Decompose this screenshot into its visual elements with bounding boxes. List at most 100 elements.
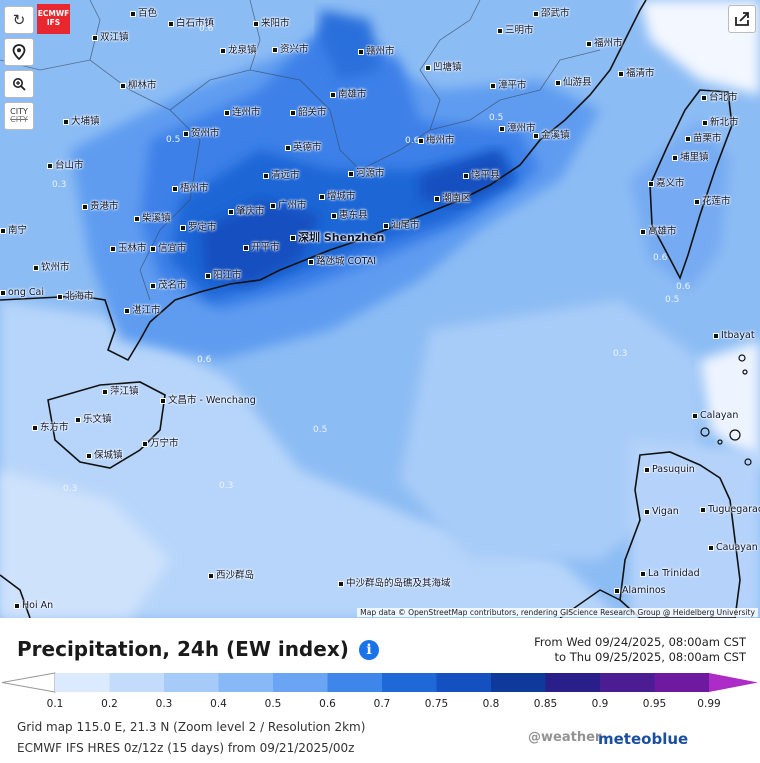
- share-button[interactable]: [728, 5, 756, 33]
- place-name: 深圳 Shenzhen: [298, 231, 385, 244]
- place-label: 梧州市: [172, 183, 209, 194]
- city-toggle-button[interactable]: CITY CITY: [4, 102, 34, 130]
- place-label: 花莲市: [694, 196, 731, 207]
- place-name: 赣州市: [366, 46, 395, 57]
- place-name: 玉林市: [118, 243, 147, 254]
- place-label: 柳林市: [120, 80, 157, 91]
- city-marker-icon: [75, 416, 81, 423]
- place-label: 西沙群岛: [208, 570, 254, 581]
- place-name: 贺州市: [191, 128, 220, 139]
- model-badge[interactable]: ECMWF IFS: [37, 4, 70, 34]
- place-label: 梅州市: [418, 135, 455, 146]
- place-name: 漳州市: [507, 123, 536, 134]
- city-marker-icon: [672, 154, 678, 161]
- place-name: 南雄市: [338, 89, 367, 100]
- contour-label: 0.5: [166, 135, 181, 145]
- city-marker-icon: [183, 130, 189, 137]
- city-marker-icon: [33, 264, 39, 271]
- place-label: 百色: [130, 8, 157, 19]
- place-name: 清远市: [271, 170, 300, 181]
- model-badge-label: ECMWF IFS: [37, 9, 70, 27]
- city-marker-icon: [92, 34, 98, 41]
- place-label: Tuguegarao: [700, 504, 760, 515]
- city-marker-icon: [130, 10, 136, 17]
- place-name: 龙泉镇: [228, 45, 257, 56]
- place-name: 阳江市: [213, 270, 242, 281]
- city-marker-icon: [640, 228, 646, 235]
- map-attribution[interactable]: Map data © OpenStreetMap contributors, r…: [357, 608, 758, 617]
- place-label: Alaminos: [614, 585, 666, 596]
- city-marker-icon: [63, 118, 69, 125]
- place-name: 增城市: [327, 191, 356, 202]
- place-label: 信宜市: [150, 243, 187, 254]
- city-marker-icon: [290, 235, 296, 241]
- place-name: Hoi An: [22, 600, 54, 611]
- place-label: 路氹城 COTAI: [308, 256, 376, 267]
- legend-swatch: [327, 673, 383, 692]
- legend-tick-label: 0.8: [482, 698, 500, 710]
- place-name: 汕尾市: [391, 220, 420, 231]
- place-name: 三明市: [505, 25, 534, 36]
- refresh-button[interactable]: ↻: [4, 6, 34, 34]
- place-label: 湛江市: [124, 305, 161, 316]
- place-label: 大埔镇: [63, 116, 100, 127]
- contour-label: 0.6: [405, 136, 420, 146]
- city-marker-icon: [497, 27, 503, 34]
- city-marker-icon: [0, 227, 6, 234]
- city-marker-icon: [555, 79, 561, 86]
- place-name: 高雄市: [648, 226, 677, 237]
- place-name: 百色: [138, 8, 158, 19]
- place-label: 南雄市: [330, 89, 367, 100]
- city-marker-icon: [32, 424, 38, 431]
- place-name: 花莲市: [702, 196, 731, 207]
- place-name: 福州市: [594, 38, 623, 49]
- place-name: 广州市: [278, 200, 307, 211]
- place-name: 苗栗市: [693, 133, 722, 144]
- precipitation-layer: [0, 0, 760, 618]
- city-marker-icon: [82, 203, 88, 210]
- place-label: 保城镇: [86, 450, 123, 461]
- place-name: 保城镇: [94, 450, 123, 461]
- share-icon: [735, 12, 749, 26]
- place-label: 嘉义市: [648, 178, 685, 189]
- city-marker-icon: [110, 245, 116, 252]
- place-label: 凹塘镇: [425, 62, 462, 73]
- city-marker-icon: [644, 508, 650, 515]
- place-label: 文昌市 - Wenchang: [160, 395, 256, 406]
- place-label: Vigan: [644, 506, 679, 517]
- place-name: 萍江镇: [110, 386, 139, 397]
- legend-swatch: [436, 673, 492, 692]
- city-marker-icon: [685, 135, 691, 142]
- place-name: 埔里镇: [680, 152, 709, 163]
- city-marker-icon: [425, 64, 431, 71]
- info-icon[interactable]: i: [359, 640, 379, 660]
- city-marker-icon: [499, 125, 505, 132]
- city-marker-icon: [168, 20, 174, 27]
- place-label: 潮南区: [434, 193, 471, 204]
- place-label: 茂名市: [150, 280, 187, 291]
- city-marker-icon: [272, 46, 278, 53]
- place-name: 漳平市: [498, 80, 527, 91]
- contour-label: 0.3: [219, 481, 234, 491]
- place-label: 惠东县: [331, 210, 368, 221]
- place-label: 邵武市: [533, 8, 570, 19]
- place-name: 北海市: [65, 291, 94, 302]
- city-marker-icon: [0, 289, 6, 296]
- place-label: 高雄市: [640, 226, 677, 237]
- place-label: Calayan: [692, 410, 738, 421]
- map-view[interactable]: 百色 白石市镇 来阳市 双江镇 龙泉镇 资兴市 赣州市 三明市 福州市 邵武市 凹塘镇 福清市 漳平市 仙…: [0, 0, 760, 618]
- place-label: Itbayat: [713, 330, 755, 341]
- place-name: 金溪镇: [541, 130, 570, 141]
- legend-tick-label: 0.9: [591, 698, 609, 710]
- place-name: 中沙群岛的岛礁及其海域: [346, 578, 451, 589]
- contour-label: 0.6: [676, 282, 691, 292]
- zoom-button[interactable]: [4, 70, 34, 98]
- place-label: La Trinidad: [640, 568, 700, 579]
- legend-bar: [1, 672, 758, 693]
- place-label: 钦州市: [33, 262, 70, 273]
- place-name: Pasuquin: [652, 464, 695, 475]
- legend-swatch: [491, 673, 546, 692]
- color-legend: 0.1 0.2 0.3 0.4 0.5 0.6 0.7 0.75 0.8 0.85 0.9 0.95 0…: [0, 670, 760, 715]
- place-label: 罗定市: [180, 222, 217, 233]
- locate-button[interactable]: [4, 38, 34, 66]
